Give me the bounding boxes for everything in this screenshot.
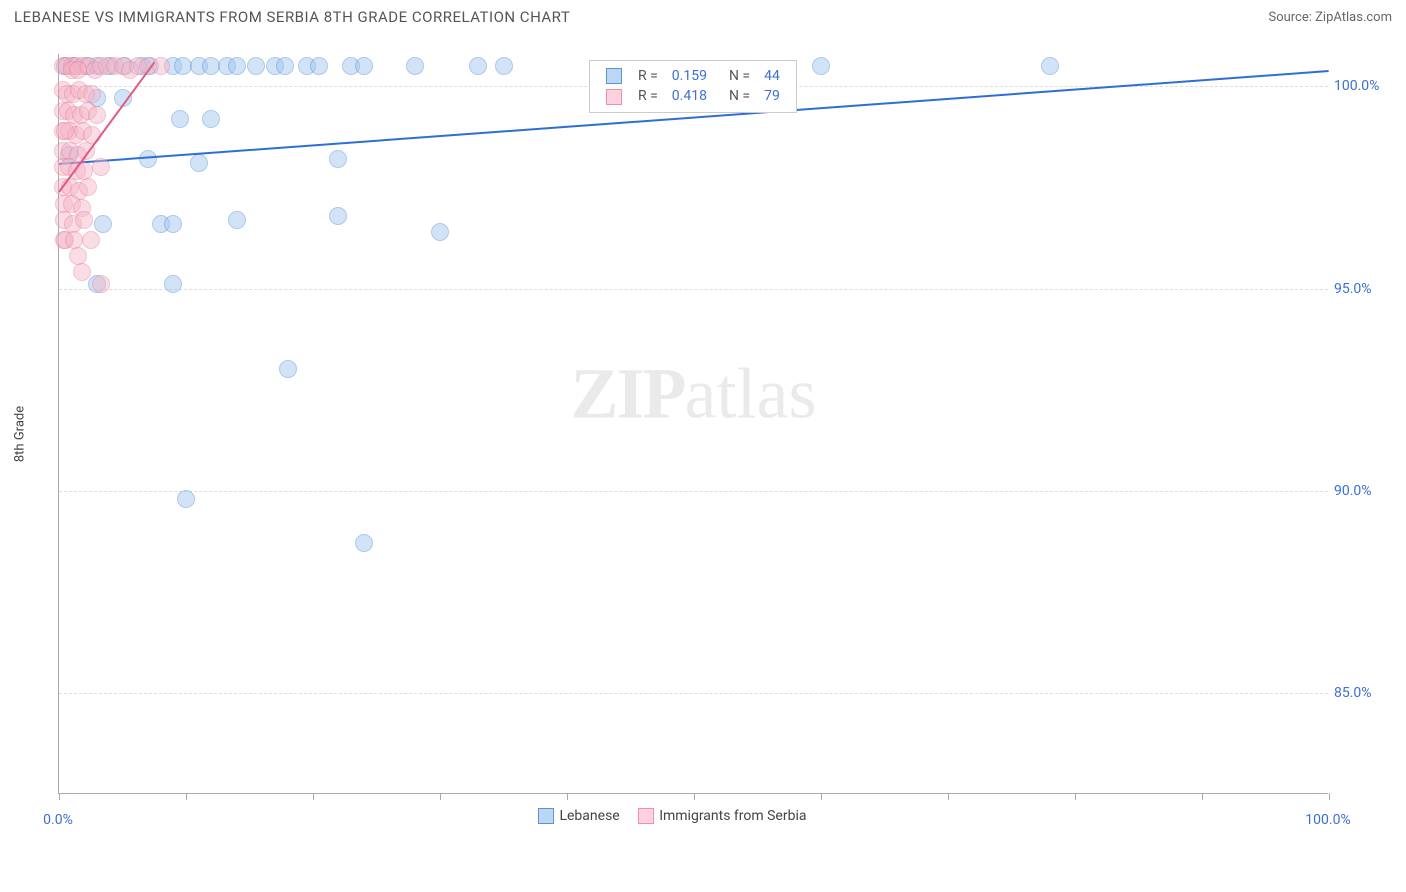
x-tick <box>821 793 822 800</box>
y-axis-label: 8th Grade <box>13 406 28 462</box>
gridline <box>59 289 1328 290</box>
x-tick <box>1202 793 1203 800</box>
y-tick-label: 85.0% <box>1334 685 1372 701</box>
legend-swatch <box>538 808 554 824</box>
plot-area: ZIPatlas R =0.159N =44R =0.418N =79 <box>58 54 1328 794</box>
x-tick <box>440 793 441 800</box>
legend-series: Lebanese Immigrants from Serbia <box>538 808 807 824</box>
scatter-point <box>202 110 220 128</box>
scatter-point <box>164 215 182 233</box>
x-tick <box>59 793 60 800</box>
scatter-point <box>171 110 189 128</box>
x-tick-label: 100.0% <box>1305 812 1350 828</box>
x-tick <box>567 793 568 800</box>
scatter-point <box>56 122 74 140</box>
scatter-point <box>310 57 328 75</box>
scatter-point <box>139 150 157 168</box>
x-tick <box>1075 793 1076 800</box>
scatter-point <box>73 263 91 281</box>
x-tick <box>1329 793 1330 800</box>
y-tick-label: 95.0% <box>1334 281 1372 297</box>
x-tick-label: 0.0% <box>43 812 73 828</box>
scatter-point <box>69 61 87 79</box>
y-tick-label: 100.0% <box>1334 78 1379 94</box>
scatter-point <box>190 154 208 172</box>
legend-swatch <box>606 68 622 84</box>
gridline <box>59 693 1328 694</box>
scatter-point <box>228 211 246 229</box>
legend-swatch <box>606 89 622 105</box>
scatter-point <box>83 85 101 103</box>
y-tick-label: 90.0% <box>1334 483 1372 499</box>
scatter-point <box>69 247 87 265</box>
x-tick <box>186 793 187 800</box>
scatter-point <box>79 178 97 196</box>
legend-correlation: R =0.159N =44R =0.418N =79 <box>589 60 797 113</box>
scatter-point <box>355 57 373 75</box>
legend-swatch <box>638 808 654 824</box>
scatter-point <box>164 275 182 293</box>
scatter-point <box>65 231 83 249</box>
legend-label: Immigrants from Serbia <box>656 808 807 824</box>
scatter-point <box>329 150 347 168</box>
scatter-point <box>94 215 112 233</box>
scatter-point <box>82 231 100 249</box>
scatter-point <box>276 57 294 75</box>
x-tick <box>313 793 314 800</box>
watermark-light: atlas <box>685 353 817 433</box>
source-label: Source: ZipAtlas.com <box>1268 10 1392 25</box>
gridline <box>59 491 1328 492</box>
scatter-point <box>279 360 297 378</box>
title-bar: LEBANESE VS IMMIGRANTS FROM SERBIA 8TH G… <box>0 0 1406 30</box>
watermark: ZIPatlas <box>571 352 817 435</box>
scatter-point <box>495 57 513 75</box>
scatter-point <box>177 490 195 508</box>
scatter-point <box>152 57 170 75</box>
scatter-point <box>329 207 347 225</box>
scatter-point <box>92 158 110 176</box>
legend-item: Lebanese <box>538 808 620 824</box>
scatter-point <box>406 57 424 75</box>
scatter-point <box>469 57 487 75</box>
scatter-point <box>88 106 106 124</box>
scatter-point <box>1041 57 1059 75</box>
scatter-point <box>228 57 246 75</box>
scatter-point <box>75 211 93 229</box>
plot-wrap: 8th Grade ZIPatlas R =0.159N =44R =0.418… <box>48 54 1388 814</box>
scatter-point <box>92 275 110 293</box>
legend-item: Immigrants from Serbia <box>638 808 807 824</box>
x-tick <box>948 793 949 800</box>
x-tick <box>694 793 695 800</box>
scatter-point <box>247 57 265 75</box>
scatter-point <box>431 223 449 241</box>
scatter-point <box>812 57 830 75</box>
watermark-bold: ZIP <box>571 353 685 433</box>
legend-label: Lebanese <box>556 808 620 824</box>
chart-title: LEBANESE VS IMMIGRANTS FROM SERBIA 8TH G… <box>14 8 570 26</box>
scatter-point <box>355 534 373 552</box>
